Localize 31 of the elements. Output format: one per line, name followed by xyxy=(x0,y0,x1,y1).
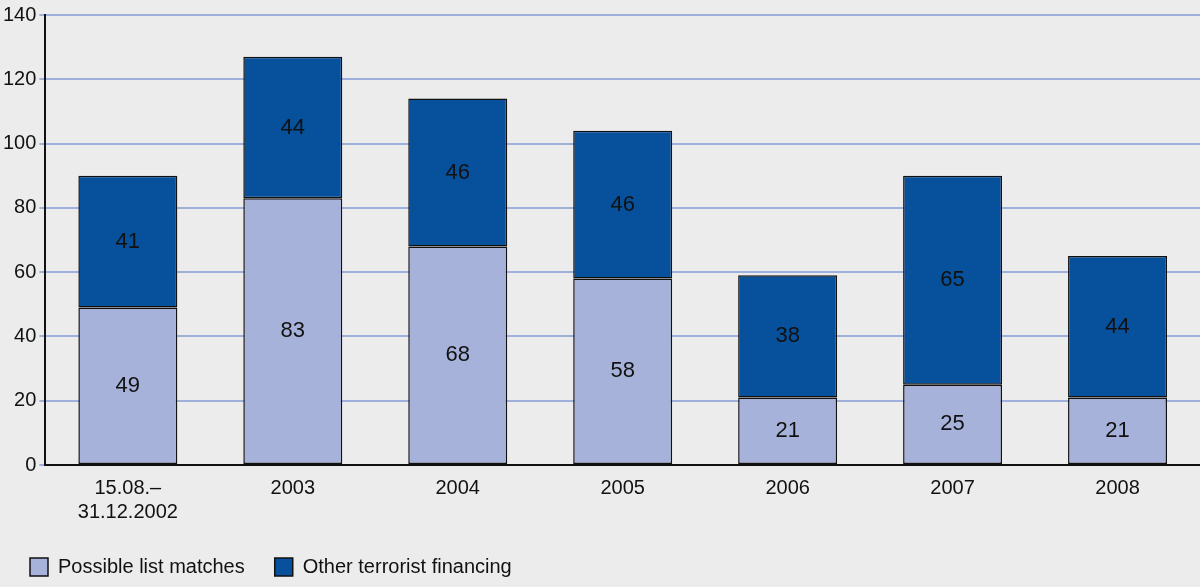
y-tick-label: 80 xyxy=(14,195,37,218)
y-tick-label: 120 xyxy=(2,66,37,89)
data-label: 65 xyxy=(940,266,965,292)
y-tick-label: 100 xyxy=(2,131,37,154)
x-tick-label: 2007 xyxy=(930,475,975,498)
x-tick-label: 2004 xyxy=(435,475,480,498)
data-label: 44 xyxy=(280,113,306,139)
x-tick-label: 2003 xyxy=(270,475,316,498)
data-label: 25 xyxy=(940,410,965,436)
data-label: 58 xyxy=(610,357,635,383)
data-label: 68 xyxy=(445,341,470,367)
x-tick-label: 2005 xyxy=(600,475,645,498)
y-tick-label: 60 xyxy=(14,259,37,282)
data-label: 41 xyxy=(115,227,141,253)
x-tick-label: 2008 xyxy=(1095,475,1140,498)
data-label: 49 xyxy=(115,371,141,397)
data-label: 38 xyxy=(775,322,800,348)
legend-label: Other terrorist financing xyxy=(302,554,512,577)
legend-label: Possible list matches xyxy=(58,554,245,577)
y-tick-label: 20 xyxy=(14,388,37,411)
data-label: 21 xyxy=(775,416,800,442)
y-tick-label: 140 xyxy=(2,2,37,25)
x-tick-label: 15.08.– 31.12.2002 xyxy=(77,475,178,522)
data-label: 46 xyxy=(610,190,635,216)
y-tick-label: 40 xyxy=(14,323,37,346)
data-label: 44 xyxy=(1105,312,1130,338)
x-tick-label: 2006 xyxy=(765,475,810,498)
data-label: 46 xyxy=(445,158,470,184)
y-tick-label: 0 xyxy=(25,452,37,475)
data-label: 21 xyxy=(1105,416,1130,442)
data-label: 83 xyxy=(280,317,306,343)
